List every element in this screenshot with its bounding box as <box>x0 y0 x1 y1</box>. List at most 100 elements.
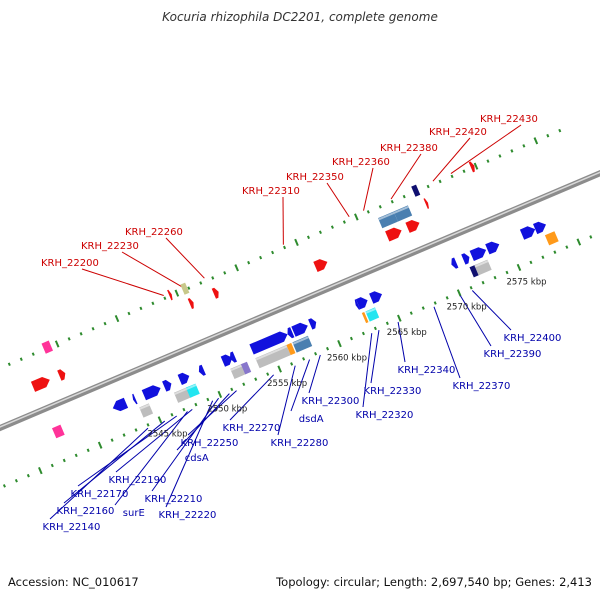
minor-tick <box>254 377 258 381</box>
gene-feature <box>141 385 161 401</box>
gene-feature <box>230 351 237 363</box>
backbone-highlight <box>0 171 600 428</box>
minor-tick <box>103 321 107 326</box>
major-tick <box>473 162 479 170</box>
minor-tick <box>326 346 330 351</box>
gene-label-top: KRH_22420 <box>429 127 487 138</box>
minor-tick <box>127 311 131 316</box>
leader-line <box>390 153 422 200</box>
minor-tick <box>541 255 545 260</box>
minor-tick <box>223 271 227 275</box>
minor-tick <box>469 285 473 290</box>
gene-highlight <box>255 345 288 361</box>
gene-label-bottom: KRH_22390 <box>484 349 542 360</box>
leader-line <box>63 420 166 504</box>
label-layer: 2545 kbp 2550 kbp 2555 kbp 2560 kbp 2565 kbp… <box>41 114 561 533</box>
minor-tick <box>378 205 382 209</box>
gene-feature <box>468 161 475 173</box>
gene-feature <box>405 220 420 233</box>
gene-label-bottom: cdsA <box>185 453 209 464</box>
gene-label-top: KRH_22360 <box>332 157 390 168</box>
minor-tick <box>349 336 353 341</box>
gene-feature <box>167 289 173 301</box>
gene-feature <box>177 372 190 385</box>
major-tick <box>234 264 239 272</box>
minor-tick <box>462 169 466 174</box>
minor-tick <box>402 194 406 199</box>
gene-feature <box>292 335 313 353</box>
gene-feature <box>308 318 317 330</box>
leader-line <box>277 365 296 436</box>
major-tick <box>277 365 282 373</box>
gene-label-bottom: KRH_22140 <box>43 522 101 533</box>
minor-tick <box>199 281 203 285</box>
gene-highlight <box>139 403 150 410</box>
minor-tick <box>187 286 191 290</box>
gene-label-bottom: KRH_22220 <box>159 510 217 521</box>
minor-tick <box>110 438 114 442</box>
minor-tick <box>558 128 562 133</box>
gene-label-bottom: KRH_22170 <box>71 489 129 500</box>
major-tick <box>516 263 522 272</box>
leader-line <box>432 137 471 182</box>
backbone-layer <box>0 170 600 432</box>
kbp-label: 2560 kbp <box>327 354 367 364</box>
minor-tick <box>433 301 437 305</box>
minor-tick <box>306 235 310 240</box>
minor-tick <box>505 270 509 275</box>
leader-line <box>49 427 149 520</box>
gene-label-bottom: KRH_22210 <box>145 494 203 505</box>
minor-tick <box>426 184 430 189</box>
gene-label-bottom: KRH_22280 <box>271 438 329 449</box>
major-tick <box>397 314 402 322</box>
leader-line <box>363 167 374 211</box>
minor-tick <box>91 326 95 331</box>
gene-label-bottom: KRH_22370 <box>453 381 511 392</box>
leader-line <box>176 393 230 451</box>
backbone-line <box>0 170 600 432</box>
gene-feature <box>180 282 190 295</box>
minor-tick <box>242 382 246 387</box>
gene-label-bottom: KRH_22300 <box>302 396 360 407</box>
leader-line <box>165 400 214 508</box>
major-tick <box>294 238 299 246</box>
gene-feature <box>132 393 138 405</box>
gene-feature <box>469 247 487 261</box>
gene-highlight <box>186 384 197 390</box>
minor-tick <box>170 412 174 417</box>
gene-feature <box>162 379 172 392</box>
minor-tick <box>302 357 306 361</box>
topology-text: Topology: circular; Length: 2,697,540 bp… <box>276 575 592 589</box>
leader-line <box>187 390 237 436</box>
gene-feature <box>52 424 65 439</box>
minor-tick <box>373 326 377 331</box>
kbp-label: 2575 kbp <box>506 277 546 287</box>
gene-feature <box>255 345 291 369</box>
gene-feature <box>393 205 413 222</box>
minor-tick <box>342 220 346 224</box>
minor-tick <box>314 352 318 356</box>
minor-tick <box>589 235 593 239</box>
gene-label-bottom: KRH_22160 <box>57 506 115 517</box>
minor-tick <box>481 280 485 285</box>
gene-label-bottom: dsdA <box>299 414 324 425</box>
gene-feature <box>423 198 429 209</box>
minor-tick <box>330 225 334 229</box>
leader-line <box>397 321 406 363</box>
minor-tick <box>14 479 18 483</box>
minor-tick <box>385 321 389 326</box>
minor-tick <box>565 245 569 249</box>
gene-feature <box>451 257 459 269</box>
leader-line <box>77 415 178 487</box>
leader-layer <box>49 124 522 520</box>
gene-feature <box>220 354 233 367</box>
minor-tick <box>182 407 186 412</box>
major-tick <box>576 238 582 246</box>
major-tick <box>533 137 539 145</box>
gene-label-bottom: KRH_22190 <box>109 475 167 486</box>
minor-tick <box>86 448 90 453</box>
leader-line <box>151 397 220 492</box>
minor-tick <box>409 311 413 315</box>
gene-feature <box>211 287 219 299</box>
